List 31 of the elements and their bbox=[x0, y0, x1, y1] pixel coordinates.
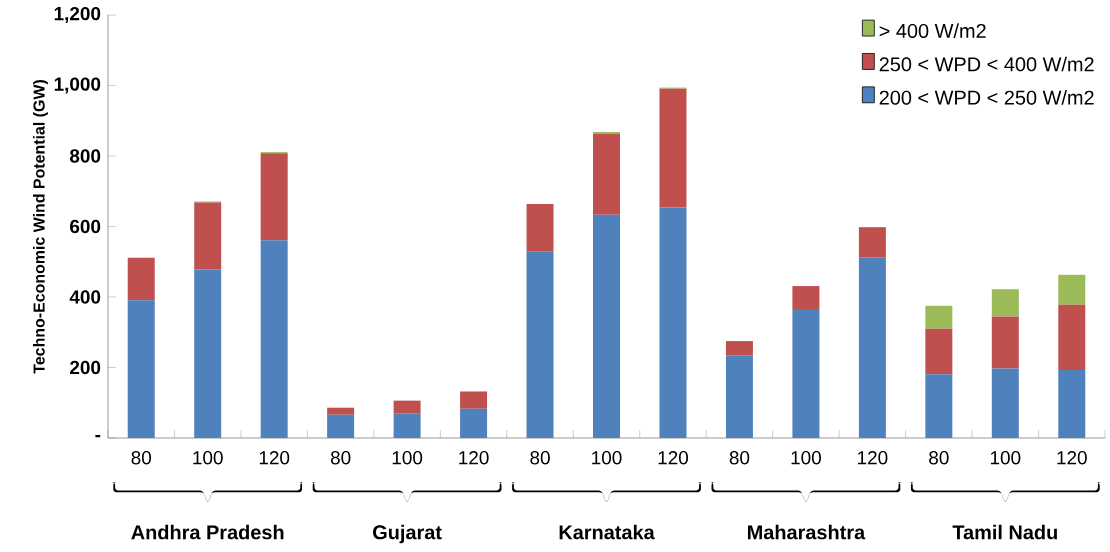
legend-label: 200 < WPD < 250 W/m2 bbox=[879, 90, 1094, 105]
x-tick-label: 120 bbox=[858, 451, 888, 465]
y-tick-label: - bbox=[95, 434, 101, 438]
y-tick-label: 800 bbox=[69, 149, 101, 163]
y-tick-label: 1,200 bbox=[54, 6, 101, 24]
x-tick-label: 100 bbox=[791, 451, 821, 465]
x-tick-label: 120 bbox=[658, 451, 689, 465]
x-tick-label: 100 bbox=[592, 451, 622, 465]
y-tick-label: 200 bbox=[70, 360, 101, 375]
y-axis-title: Techno-Economic Wind Potential (GW) bbox=[33, 80, 48, 374]
x-tick-label: 120 bbox=[1057, 451, 1087, 465]
legend-label: > 400 W/m2 bbox=[879, 23, 986, 38]
text: Karnataka bbox=[559, 524, 655, 540]
y-tick-label: 600 bbox=[70, 219, 101, 234]
legend-label: 250 < WPD < 400 W/m2 bbox=[879, 56, 1094, 72]
text: Tamil Nadu bbox=[952, 524, 1057, 540]
y-tick-label: 1,000 bbox=[54, 77, 101, 94]
x-tick-label: 100 bbox=[392, 451, 423, 465]
x-tick-label: 100 bbox=[193, 451, 223, 465]
y-tick-label: 400 bbox=[69, 290, 101, 304]
x-tick-label: 100 bbox=[990, 451, 1021, 465]
x-tick-label: 80 bbox=[131, 451, 152, 465]
x-tick-label: 80 bbox=[530, 451, 550, 465]
x-tick-label: 80 bbox=[330, 451, 351, 465]
x-tick-label: 120 bbox=[259, 451, 290, 465]
text: Andhra Pradesh bbox=[131, 524, 284, 540]
text: Gujarat bbox=[373, 524, 442, 544]
x-tick-label: 120 bbox=[459, 451, 489, 465]
x-tick-label: 80 bbox=[729, 451, 750, 465]
text: Maharashtra bbox=[748, 524, 866, 540]
x-tick-label: 80 bbox=[929, 451, 949, 465]
